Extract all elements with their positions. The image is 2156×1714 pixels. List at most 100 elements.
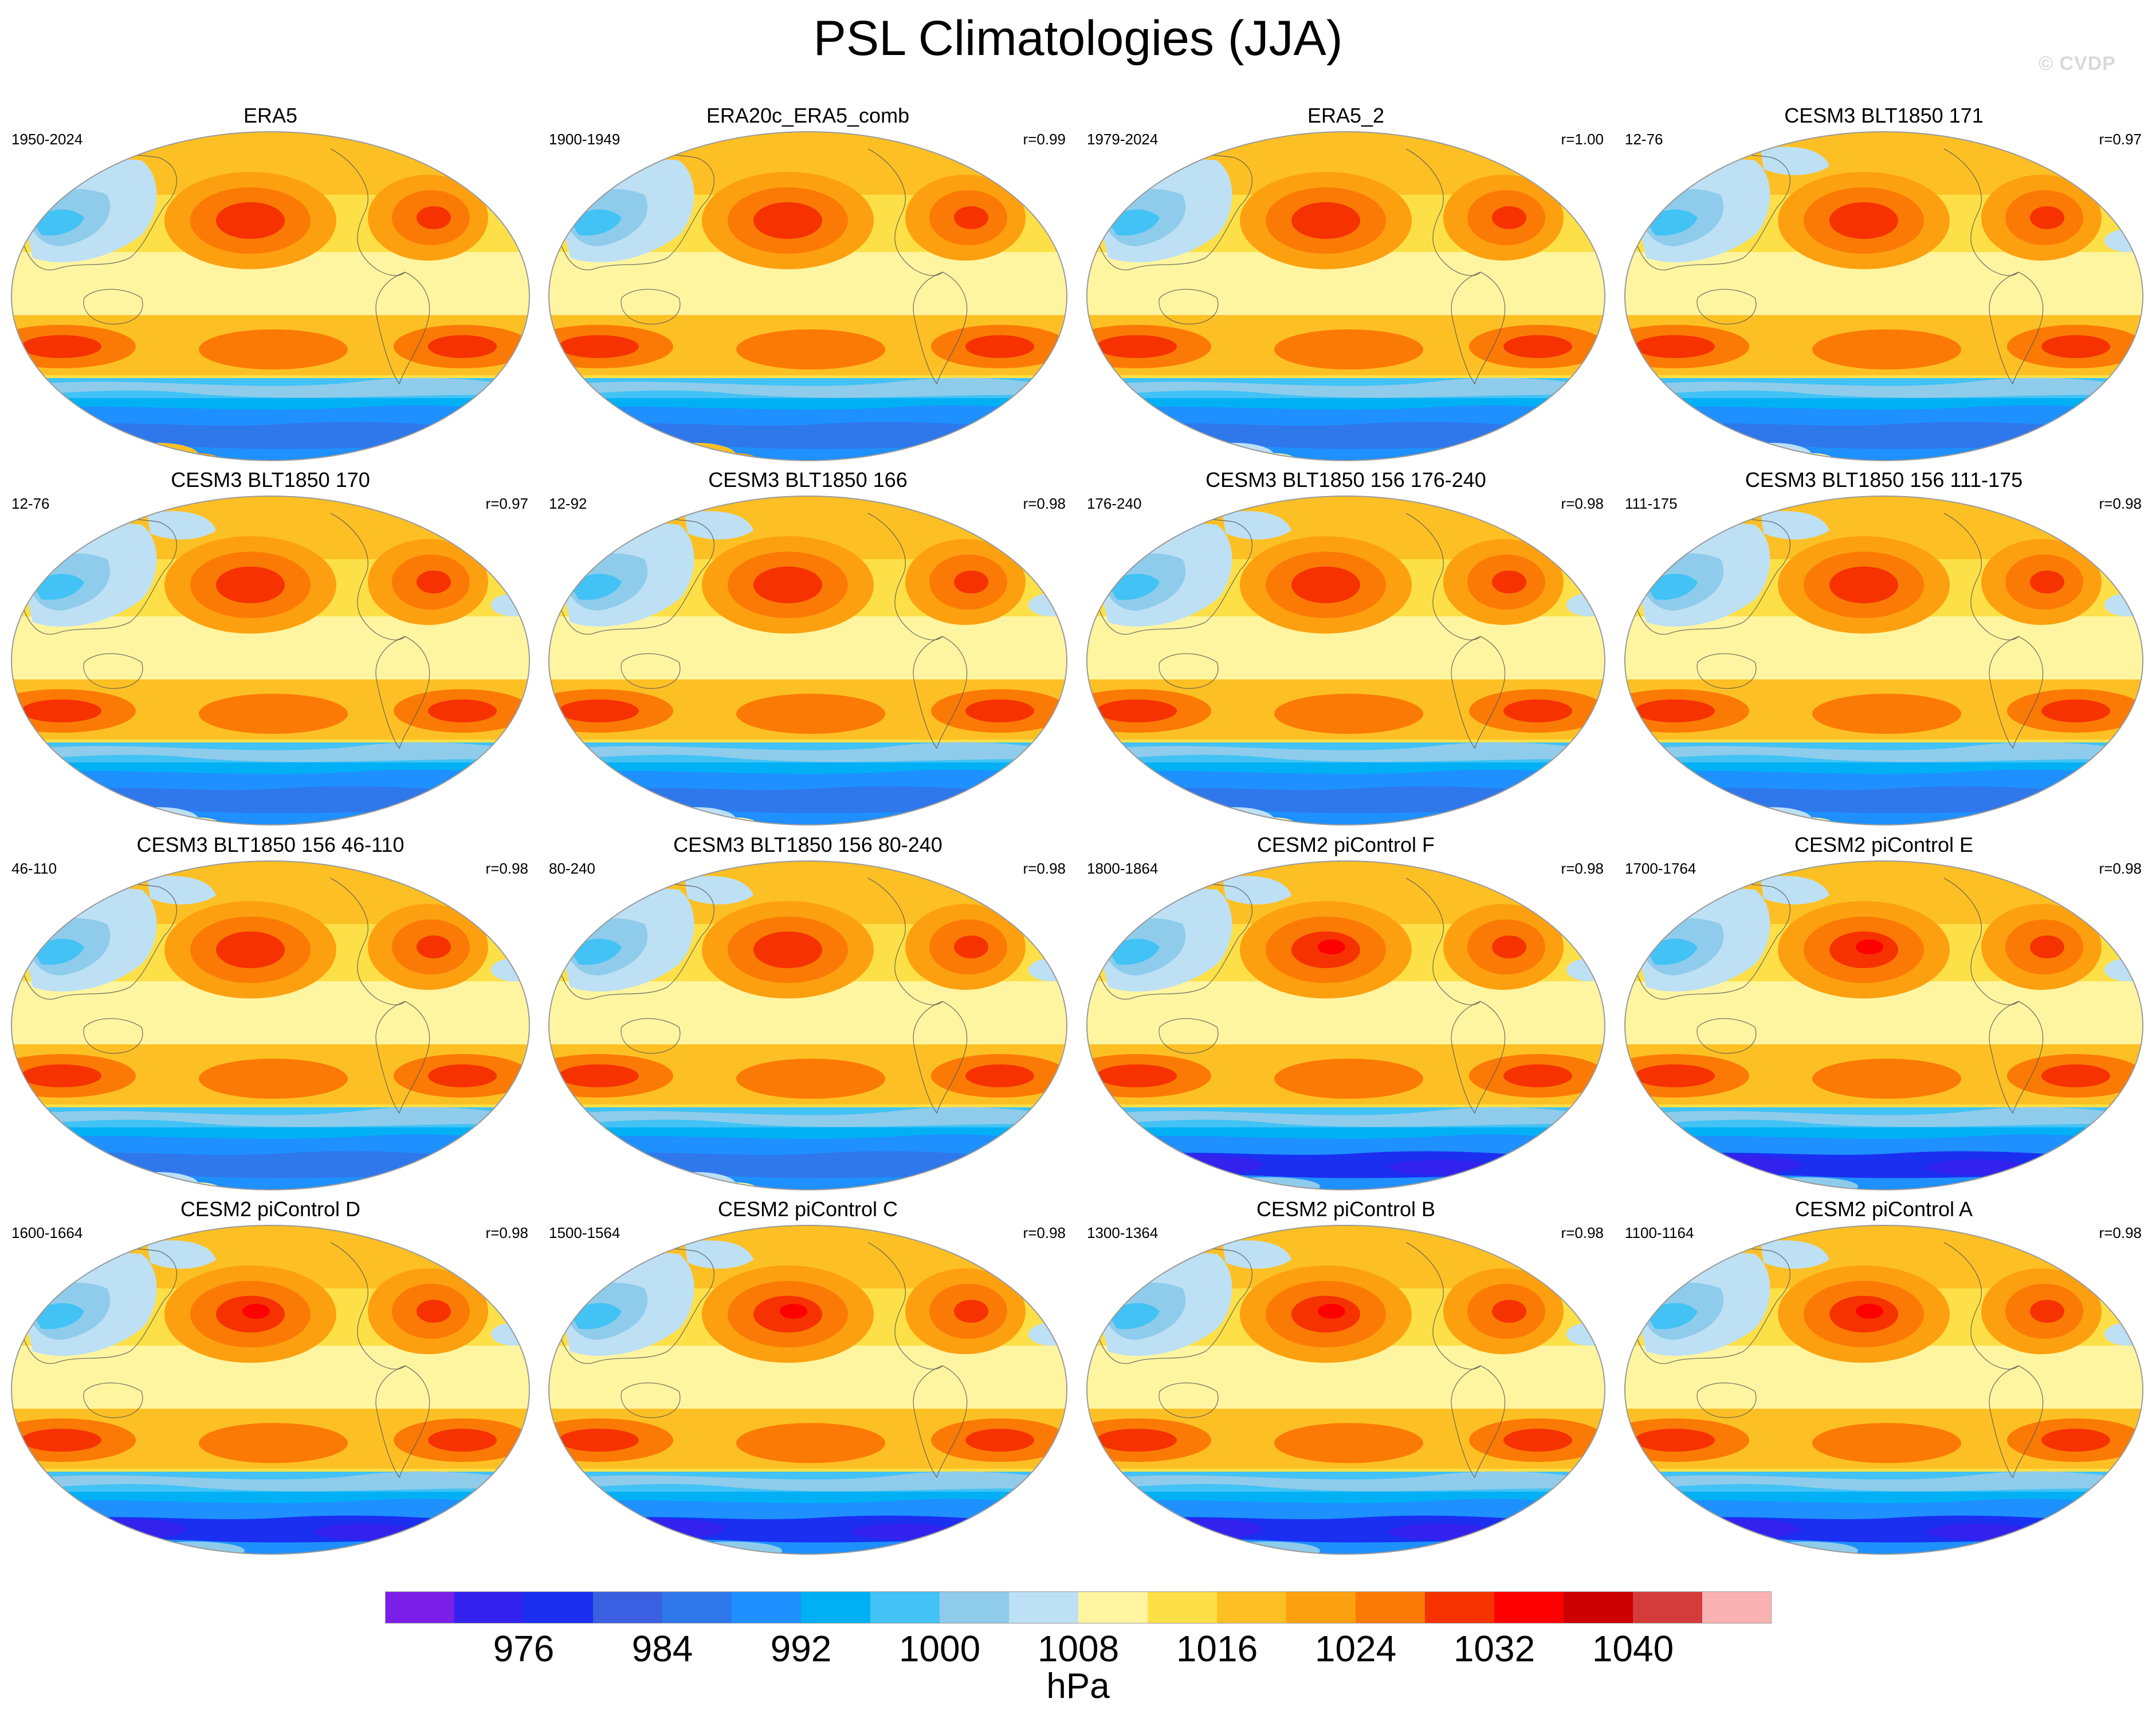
colorbar [385,1591,1772,1623]
psl-contour-map [1086,1225,1605,1555]
psl-contour-map [548,131,1067,461]
figure-title: PSL Climatologies (JJA) [813,11,1343,66]
psl-contour-map [1624,860,2143,1190]
colorbar-swatch [732,1591,802,1623]
map-panel: ERA5_2 1979-2024 r=1.00 [1077,103,1615,467]
colorbar-tick-label: 1032 [1453,1628,1535,1669]
colorbar-units: hPa [1046,1666,1110,1706]
panel-title: CESM3 BLT1850 156 80-240 [673,833,942,856]
colorbar-swatch [1702,1591,1772,1623]
map-panel: CESM3 BLT1850 166 12-92 r=0.98 [539,467,1077,832]
panel-years: 176-240 [1087,495,1142,512]
map-panel: CESM3 BLT1850 156 176-240 176-240 r=0.98 [1077,467,1615,832]
panel-title: CESM3 BLT1850 156 46-110 [136,833,405,856]
colorbar-swatch [1494,1591,1564,1623]
colorbar-swatch [1078,1591,1148,1623]
colorbar-swatch [1148,1591,1218,1623]
colorbar-tick-label: 1008 [1037,1628,1120,1669]
colorbar-swatch [1217,1591,1287,1623]
map-panel: CESM3 BLT1850 170 12-76 r=0.97 [1,467,540,832]
colorbar-tick-label: 1040 [1592,1628,1674,1669]
colorbar-swatch [1356,1591,1425,1623]
panel-years: 12-76 [1625,131,1663,148]
panel-correlation: r=0.97 [2099,131,2142,148]
panel-title: CESM3 BLT1850 156 111-175 [1745,468,2023,492]
colorbar-tick-label: 1024 [1314,1628,1397,1669]
psl-contour-map [1086,860,1605,1190]
panel-correlation: r=0.98 [485,1224,528,1241]
psl-contour-map [548,860,1067,1190]
panel-years: 111-175 [1625,495,1678,512]
panel-years: 1700-1764 [1625,860,1696,877]
map-panel-grid: ERA5 1950-2024 ERA20c_ERA5_comb 1900-1949 r=… [1,103,2153,1561]
colorbar-swatch [870,1591,940,1623]
psl-contour-map [1086,131,1605,461]
panel-years: 1300-1364 [1087,1224,1158,1241]
panel-correlation: r=0.98 [1561,495,1604,512]
panel-correlation: r=0.98 [1023,860,1066,877]
panel-title: CESM2 piControl F [1256,833,1435,856]
panel-correlation: r=0.98 [485,860,528,877]
colorbar-swatch [1564,1591,1633,1623]
colorbar-tick-label: 1016 [1176,1628,1258,1669]
panel-title: CESM2 piControl E [1794,833,1974,856]
panel-title: CESM3 BLT1850 156 176-240 [1205,468,1486,492]
panel-correlation: r=0.99 [1023,131,1066,148]
colorbar-swatch [1286,1591,1356,1623]
panel-correlation: r=0.98 [2099,1224,2142,1241]
map-panel: ERA5 1950-2024 [1,103,540,467]
panel-years: 1100-1164 [1625,1224,1694,1241]
panel-years: 46-110 [11,860,57,877]
psl-contour-map [1624,1225,2143,1555]
colorbar-swatch [662,1591,732,1623]
panel-title: CESM3 BLT1850 170 [171,468,370,492]
psl-contour-map [1086,496,1605,825]
map-panel: CESM2 piControl D 1600-1664 r=0.98 [1,1197,540,1561]
map-panel: CESM3 BLT1850 156 80-240 80-240 r=0.98 [539,832,1077,1197]
colorbar-tick-label: 984 [631,1628,693,1669]
psl-contour-map [11,131,530,461]
map-panel: CESM3 BLT1850 156 111-175 111-175 r=0.98 [1615,467,2153,832]
colorbar-swatch [1009,1591,1079,1623]
map-panel: CESM3 BLT1850 171 12-76 r=0.97 [1615,103,2153,467]
panel-correlation: r=1.00 [1561,131,1604,148]
panel-title: ERA20c_ERA5_comb [706,104,910,127]
colorbar-swatch [1633,1591,1703,1623]
psl-contour-map [1624,496,2143,825]
psl-contour-map [11,496,530,825]
colorbar-swatch [524,1591,594,1623]
colorbar-swatch [593,1591,663,1623]
panel-years: 12-92 [549,495,587,512]
panel-correlation: r=0.98 [1561,860,1604,877]
colorbar-swatch [801,1591,871,1623]
psl-contour-map [548,1225,1067,1555]
panel-correlation: r=0.98 [1561,1224,1604,1241]
map-panel: ERA20c_ERA5_comb 1900-1949 r=0.99 [539,103,1077,467]
colorbar-tick-label: 1000 [898,1628,981,1669]
panel-title: ERA5_2 [1307,104,1385,127]
psl-contour-map [548,496,1067,825]
panel-years: 12-76 [11,495,50,512]
psl-contour-map [1624,131,2143,461]
psl-contour-map [11,860,530,1190]
panel-years: 80-240 [549,860,595,877]
panel-correlation: r=0.98 [1023,1224,1066,1241]
panel-title: CESM2 piControl D [180,1197,361,1221]
colorbar-tick-label: 992 [770,1628,832,1669]
panel-title: CESM3 BLT1850 166 [708,468,908,492]
colorbar-tick-labels: 976 984 992 1000 1008 1016 1024 1032 1040 [385,1626,1772,1672]
panel-title: CESM2 piControl A [1794,1197,1973,1221]
colorbar-swatch [385,1591,455,1623]
panel-years: 1900-1949 [549,131,621,148]
panel-title: CESM2 piControl C [717,1197,898,1221]
panel-title: CESM2 piControl B [1256,1197,1436,1221]
map-panel: CESM2 piControl E 1700-1764 r=0.98 [1615,832,2153,1197]
colorbar-swatch [1425,1591,1495,1623]
panel-years: 1600-1664 [11,1224,83,1241]
panel-years: 1979-2024 [1087,131,1158,148]
colorbar-swatch [940,1591,1010,1623]
map-panel: CESM3 BLT1850 156 46-110 46-110 r=0.98 [1,832,540,1197]
panel-years: 1950-2024 [11,131,83,148]
map-panel: CESM2 piControl B 1300-1364 r=0.98 [1077,1197,1615,1561]
panel-correlation: r=0.98 [2099,495,2142,512]
